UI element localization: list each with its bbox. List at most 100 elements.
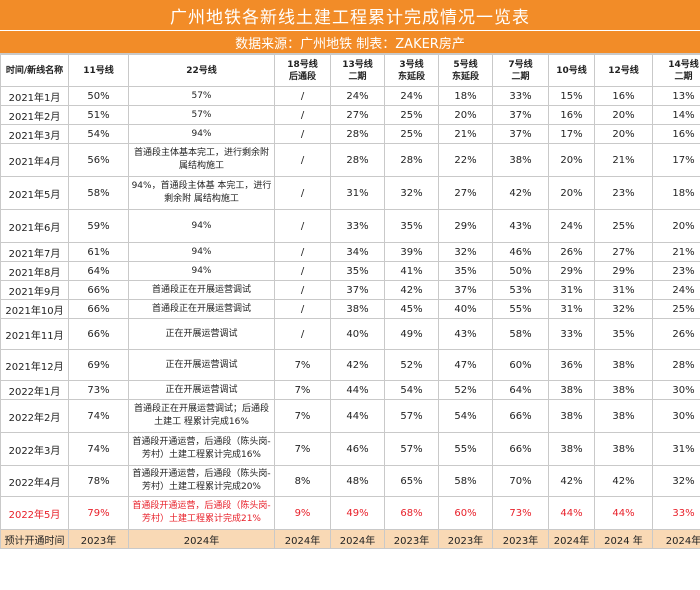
column-header: 18号线 后通段 (274, 54, 331, 87)
table-row: 2022年3月 74% 首通段开通运营，后通段（陈头岗-芳村）土建工程累计完成16%… (0, 432, 700, 466)
table-cell: 首通段主体基本完工，进行剩余附属结构施工 (128, 143, 275, 177)
row-date: 2022年1月 (0, 380, 69, 400)
table-cell: / (274, 143, 331, 177)
row-date: 2021年9月 (0, 280, 69, 300)
opening-year: 2024年 (274, 529, 331, 549)
table-cell: 36% (548, 349, 595, 381)
table-cell: 73% (68, 380, 129, 400)
table-cell: 57% (384, 432, 439, 466)
opening-year: 2024 年 (594, 529, 653, 549)
table-cell: 25% (384, 124, 439, 144)
footer-row: 预计开通时间 2023年 2024年 2024年 2024年 2023年 2023年 2023… (0, 529, 700, 549)
table-cell: 30% (652, 399, 700, 433)
table-cell: 43% (492, 209, 549, 243)
table-cell: 7% (274, 349, 331, 381)
table-cell: 17% (548, 124, 595, 144)
table-cell: 14% (652, 105, 700, 125)
opening-year: 2023年 (492, 529, 549, 549)
table-row: 2021年10月 66% 首通段正在开展运营调试/38% 45% 40% 55% 31% 32… (0, 299, 700, 319)
table-cell: 27% (330, 105, 385, 125)
table-cell: 74% (68, 432, 129, 466)
table-cell: 35% (384, 209, 439, 243)
table-cell: 15% (548, 86, 595, 106)
table-cell: 28% (384, 143, 439, 177)
table-cell: 24% (330, 86, 385, 106)
table-cell: 66% (68, 318, 129, 350)
row-date: 2021年10月 (0, 299, 69, 319)
table-cell: 44% (594, 496, 653, 530)
table-cell: 33% (548, 318, 595, 350)
table-cell: 23% (594, 176, 653, 210)
table-cell: 24% (652, 280, 700, 300)
table-cell: 70% (492, 465, 549, 497)
table-cell: 27% (438, 176, 493, 210)
table-cell: 38% (594, 432, 653, 466)
table-cell: 31% (594, 280, 653, 300)
table-cell: 18% (652, 176, 700, 210)
column-header: 14号线 二期 (652, 54, 700, 87)
table-cell: / (274, 124, 331, 144)
table-cell: 24% (384, 86, 439, 106)
table-cell: 57% (384, 399, 439, 433)
table-cell: 29% (548, 261, 595, 281)
table-cell: 33% (652, 496, 700, 530)
table-cell: 32% (384, 176, 439, 210)
table-cell: 20% (594, 124, 653, 144)
page-title: 广州地铁各新线土建工程累计完成情况一览表 (0, 0, 700, 31)
table-cell: 38% (594, 349, 653, 381)
table-cell: 29% (594, 261, 653, 281)
row-date: 2022年5月 (0, 496, 69, 530)
table-cell: 37% (330, 280, 385, 300)
table-cell: / (274, 318, 331, 350)
table-cell: 20% (594, 105, 653, 125)
table-cell: 25% (594, 209, 653, 243)
opening-year: 2023年 (384, 529, 439, 549)
table-row: 2022年2月 74% 首通段正在开展运营调试；后通段土建工 程累计完成16% 7% 4… (0, 399, 700, 433)
table-cell: 38% (548, 399, 595, 433)
table-cell: 33% (330, 209, 385, 243)
table-cell: 正在开展运营调试 (128, 380, 275, 400)
table-row: 2022年5月 79% 首通段开通运营，后通段（陈头岗-芳村）土建工程累计完成21%… (0, 496, 700, 530)
table-cell: 94% (128, 209, 275, 243)
table-cell: 66% (492, 432, 549, 466)
table-cell: 46% (492, 242, 549, 262)
column-header: 13号线 二期 (330, 54, 385, 87)
table-cell: 44% (330, 399, 385, 433)
table-cell: 50% (68, 86, 129, 106)
table-cell: 42% (548, 465, 595, 497)
row-date: 2021年3月 (0, 124, 69, 144)
table-cell: 30% (652, 380, 700, 400)
column-header: 11号线 (68, 54, 129, 87)
table-cell: 28% (330, 143, 385, 177)
table-cell: 66% (68, 280, 129, 300)
table-cell: 78% (68, 465, 129, 497)
table-row: 2021年9月 66% 首通段正在开展运营调试/37% 42% 37% 53% 31% 31%… (0, 280, 700, 300)
table-cell: 26% (652, 318, 700, 350)
opening-year: 2024年 (548, 529, 595, 549)
opening-year: 2024年 (128, 529, 275, 549)
table-cell: 23% (652, 261, 700, 281)
table-cell: 37% (492, 105, 549, 125)
table-cell: 66% (68, 299, 129, 319)
table-cell: 31% (652, 432, 700, 466)
table-cell: 17% (652, 143, 700, 177)
table-cell: 27% (594, 242, 653, 262)
table-cell: 38% (548, 380, 595, 400)
table-row: 2021年4月 56% 首通段主体基本完工，进行剩余附属结构施工/28% 28% 22%… (0, 143, 700, 177)
table-cell: 20% (548, 143, 595, 177)
table-cell: 25% (652, 299, 700, 319)
column-header: 3号线 东延段 (384, 54, 439, 87)
table-cell: 55% (492, 299, 549, 319)
row-date: 2022年4月 (0, 465, 69, 497)
table-cell: 31% (330, 176, 385, 210)
table-cell: 49% (384, 318, 439, 350)
table-cell: 9% (274, 496, 331, 530)
table-cell: 50% (492, 261, 549, 281)
footer-label: 预计开通时间 (0, 529, 69, 549)
table-cell: 52% (438, 380, 493, 400)
table-cell: 64% (68, 261, 129, 281)
table-cell: 40% (438, 299, 493, 319)
table-cell: 61% (68, 242, 129, 262)
table-cell: 38% (594, 380, 653, 400)
